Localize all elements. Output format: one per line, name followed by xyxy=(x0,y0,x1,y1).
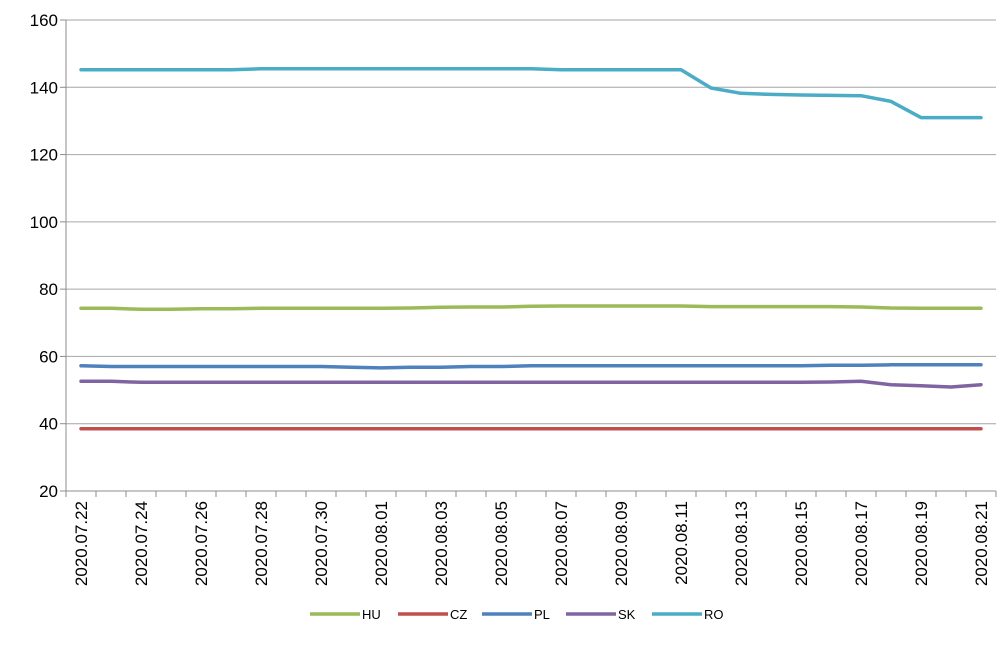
x-tick-label: 2020.08.01 xyxy=(372,501,391,586)
series-line-pl xyxy=(79,363,983,370)
legend-item-ro: RO xyxy=(652,607,724,622)
gridlines xyxy=(66,19,996,425)
x-tick-label: 2020.07.30 xyxy=(312,501,331,586)
x-tick-label: 2020.08.19 xyxy=(912,501,931,586)
y-tick-label: 140 xyxy=(30,78,58,97)
legend-item-sk: SK xyxy=(566,607,636,622)
x-tick-label: 2020.07.22 xyxy=(72,501,91,586)
series-line-hu xyxy=(79,304,983,312)
x-tick-label: 2020.08.09 xyxy=(612,501,631,586)
x-tick-label: 2020.08.07 xyxy=(552,501,571,586)
legend-label: SK xyxy=(618,607,636,622)
x-tick-label: 2020.07.28 xyxy=(252,501,271,586)
legend-label: PL xyxy=(534,607,550,622)
legend: HU CZ PL SK RO xyxy=(310,607,724,622)
y-tick-label: 60 xyxy=(39,347,58,366)
legend-label: HU xyxy=(362,607,381,622)
series-lines xyxy=(79,67,983,431)
x-tick-label: 2020.07.26 xyxy=(192,501,211,586)
y-tick-label: 160 xyxy=(30,11,58,30)
y-tick-label: 80 xyxy=(39,280,58,299)
legend-item-cz: CZ xyxy=(398,607,467,622)
legend-label: CZ xyxy=(450,607,467,622)
series-line-ro xyxy=(79,67,983,120)
x-tick-label: 2020.08.13 xyxy=(732,501,751,586)
x-tick-label: 2020.08.17 xyxy=(852,501,871,586)
legend-item-pl: PL xyxy=(482,607,550,622)
x-tick-label: 2020.07.24 xyxy=(132,501,151,586)
y-tick-labels: 20 40 60 80 100 120 140 160 xyxy=(30,11,58,501)
axes xyxy=(60,19,997,497)
legend-item-hu: HU xyxy=(310,607,381,622)
y-tick-label: 120 xyxy=(30,146,58,165)
x-tick-label: 2020.08.03 xyxy=(432,501,451,586)
x-tick-label: 2020.08.15 xyxy=(792,501,811,586)
x-tick-label: 2020.08.05 xyxy=(492,501,511,586)
x-tick-label: 2020.08.21 xyxy=(972,501,991,586)
x-tick-labels: 2020.07.22 2020.07.24 2020.07.26 2020.07.28… xyxy=(72,501,991,586)
y-tick-label: 20 xyxy=(39,482,58,501)
y-tick-label: 40 xyxy=(39,415,58,434)
y-tick-label: 100 xyxy=(30,213,58,232)
legend-label: RO xyxy=(704,607,724,622)
x-tick-label: 2020.08.11 xyxy=(672,501,691,585)
series-line-sk xyxy=(79,379,983,389)
